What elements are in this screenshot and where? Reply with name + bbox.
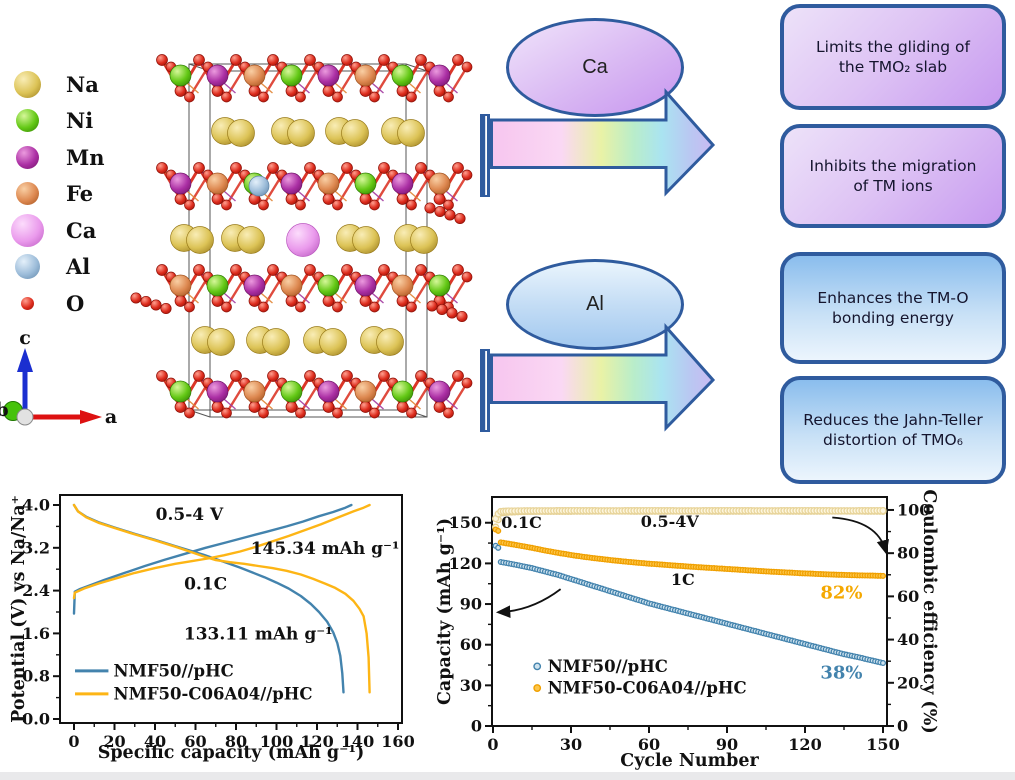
svg-text:30: 30	[460, 676, 482, 695]
atom-legend-label: Ca	[66, 217, 97, 243]
svg-text:Cycle Number: Cycle Number	[620, 751, 759, 771]
effect-box-bonding: Enhances the TM-O bonding energy	[780, 252, 1006, 364]
atom-legend-row-Na: Na	[4, 66, 154, 103]
svg-text:NMF50-C06A04//pHC: NMF50-C06A04//pHC	[548, 679, 747, 698]
atom-legend-row-Fe: Fe	[4, 176, 154, 213]
svg-text:133.11 mAh g⁻¹: 133.11 mAh g⁻¹	[184, 624, 333, 644]
svg-text:NMF50//pHC: NMF50//pHC	[113, 661, 233, 680]
na-atom-icon	[13, 70, 41, 98]
svg-text:3.2: 3.2	[22, 538, 50, 557]
svg-text:120: 120	[788, 735, 821, 754]
atom-legend-label: O	[66, 290, 85, 316]
mn-atom-icon	[15, 145, 39, 169]
al-atom-icon	[14, 254, 40, 280]
ca-label: Ca	[582, 56, 608, 78]
svg-text:90: 90	[460, 595, 482, 614]
svg-text:120: 120	[449, 554, 482, 573]
effect-text: Inhibits the migration of TM ions	[809, 156, 977, 195]
effect-text: Enhances the TM-O bonding energy	[817, 288, 969, 327]
svg-text:140: 140	[341, 732, 374, 751]
svg-text:1C: 1C	[671, 570, 695, 589]
effect-box-migration: Inhibits the migration of TM ions	[780, 124, 1006, 228]
effect-text: Limits the gliding of the TMO₂ slab	[816, 37, 970, 76]
voltage-capacity-chart: 0 20 40 60 80 100 120 140 160 0.0 0.8 1.6 2.4 3.2 4.0 S…	[9, 494, 415, 763]
atom-legend-row-Al: Al	[4, 249, 154, 286]
effect-box-gliding: Limits the gliding of the TMO₂ slab	[780, 4, 1006, 110]
svg-text:0.0: 0.0	[22, 710, 50, 729]
svg-text:0: 0	[68, 732, 79, 751]
crystal-structure	[130, 54, 473, 419]
svg-text:a: a	[105, 406, 117, 428]
svg-text:20: 20	[897, 673, 919, 692]
ca-ellipse: Ca	[506, 18, 684, 117]
axes-indicator: c a b	[0, 330, 117, 428]
svg-text:30: 30	[560, 735, 582, 754]
svg-text:82%: 82%	[820, 583, 862, 604]
atom-legend: Na Ni Mn Fe Ca Al O	[4, 66, 154, 322]
svg-text:0.1C: 0.1C	[184, 575, 227, 595]
o-atom-icon	[20, 296, 34, 310]
svg-text:0.1C: 0.1C	[501, 513, 542, 532]
svg-text:38%: 38%	[820, 663, 862, 684]
atom-legend-row-Mn: Mn	[4, 139, 154, 176]
atom-legend-label: Fe	[66, 181, 94, 207]
svg-text:0.5-4V: 0.5-4V	[641, 512, 700, 531]
svg-text:4.0: 4.0	[22, 496, 50, 515]
svg-text:90: 90	[716, 735, 738, 754]
window-edge	[0, 772, 1015, 780]
svg-text:0: 0	[471, 717, 482, 736]
atom-legend-label: Al	[66, 254, 91, 280]
cycling-performance-chart: 0 30 60 90 120 1500306090120150020406080100Cy…	[435, 489, 939, 771]
svg-text:145.34 mAh g⁻¹: 145.34 mAh g⁻¹	[251, 539, 400, 559]
svg-text:80: 80	[897, 544, 919, 563]
svg-text:40: 40	[144, 732, 166, 751]
svg-text:NMF50-C06A04//pHC: NMF50-C06A04//pHC	[113, 684, 312, 703]
al-flow-arrow-icon	[480, 323, 716, 432]
atom-legend-label: Mn	[66, 144, 105, 170]
svg-text:2.4: 2.4	[22, 581, 50, 600]
svg-text:Capacity (mAh g⁻¹): Capacity (mAh g⁻¹)	[435, 518, 455, 705]
svg-text:60: 60	[460, 635, 482, 654]
effect-box-jahn-teller: Reduces the Jahn-Teller distortion of TM…	[780, 376, 1006, 484]
al-label: Al	[586, 293, 604, 315]
svg-text:Potential (V) vs Na/Na⁺: Potential (V) vs Na/Na⁺	[9, 495, 29, 723]
svg-text:150: 150	[866, 735, 899, 754]
svg-text:c: c	[19, 330, 31, 349]
fe-atom-icon	[15, 182, 39, 206]
svg-text:0: 0	[487, 735, 498, 754]
al-ellipse: Al	[506, 259, 684, 350]
atom-legend-row-Ni: Ni	[4, 103, 154, 140]
ca-flow-arrow-icon	[480, 88, 716, 197]
atom-legend-row-O: O	[4, 285, 154, 322]
svg-text:150: 150	[449, 513, 482, 532]
atom-legend-label: Na	[66, 71, 99, 97]
svg-text:100: 100	[260, 732, 293, 751]
ca-atom-icon	[10, 213, 44, 247]
svg-text:60: 60	[897, 587, 919, 606]
svg-text:NMF50//pHC: NMF50//pHC	[548, 657, 668, 676]
atom-legend-row-Ca: Ca	[4, 212, 154, 249]
svg-text:1.6: 1.6	[22, 624, 50, 643]
svg-text:80: 80	[225, 732, 247, 751]
svg-text:160: 160	[381, 732, 414, 751]
svg-text:40: 40	[897, 630, 919, 649]
svg-text:60: 60	[184, 732, 206, 751]
atom-legend-label: Ni	[66, 108, 94, 134]
svg-text:b: b	[0, 399, 9, 421]
svg-text:Coulombic efficiency (%): Coulombic efficiency (%)	[919, 489, 939, 733]
svg-text:100: 100	[897, 500, 930, 519]
effect-text: Reduces the Jahn-Teller distortion of TM…	[803, 410, 983, 449]
svg-text:120: 120	[300, 732, 333, 751]
svg-text:Specific capacity (mAh g⁻¹): Specific capacity (mAh g⁻¹)	[98, 743, 365, 763]
svg-text:20: 20	[103, 732, 125, 751]
svg-text:60: 60	[638, 735, 660, 754]
ni-atom-icon	[15, 109, 39, 133]
svg-text:0.5-4 V: 0.5-4 V	[156, 505, 224, 525]
svg-text:0: 0	[897, 717, 908, 736]
svg-text:0.8: 0.8	[22, 667, 50, 686]
